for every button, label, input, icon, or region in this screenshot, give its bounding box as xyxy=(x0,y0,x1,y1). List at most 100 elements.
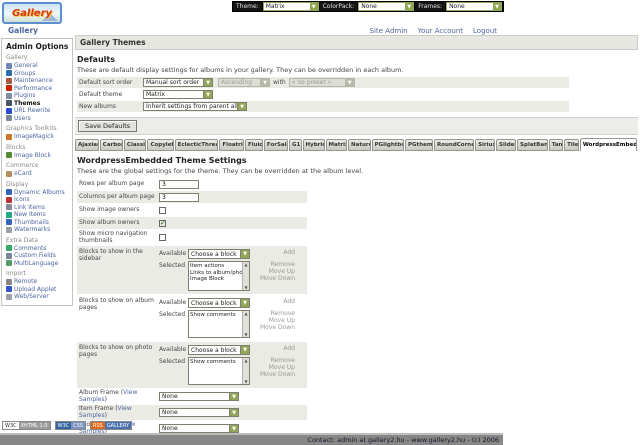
tab-matrix[interactable]: Matrix xyxy=(325,139,348,151)
theme-select[interactable]: Matrix ▼ xyxy=(262,2,319,11)
tab-tan[interactable]: Tan xyxy=(548,139,564,151)
new-albums-select[interactable]: Inherit settings from parent album ▼ xyxy=(143,102,247,111)
tab-wordpressembedded[interactable]: WordpressEmbedded xyxy=(579,138,637,151)
listbox-option[interactable]: Image Block xyxy=(190,276,224,282)
sidebar-item-multilanguage[interactable]: MultiLanguage xyxy=(6,260,70,268)
blocks-photo-available-select[interactable]: Choose a block ▼ xyxy=(188,345,250,355)
listbox-option[interactable]: Item actions xyxy=(190,263,225,269)
sidebar-item-performance[interactable]: Performance xyxy=(6,85,70,93)
tab-tile[interactable]: Tile xyxy=(564,139,579,151)
move-down-link[interactable]: Move Down xyxy=(260,275,295,282)
sidebar-item-users[interactable]: Users xyxy=(6,115,70,123)
tab-eclecticthreads[interactable]: EclecticThreads xyxy=(174,139,219,151)
listbox-scrollbar[interactable]: ▲ ▼ xyxy=(242,358,249,384)
tab-slider[interactable]: Slider xyxy=(495,139,517,151)
sidebar-item-new-items[interactable]: New Items xyxy=(6,211,70,219)
sidebar-item-ecard[interactable]: eCard xyxy=(6,170,70,178)
sidebar-item-custom-fields[interactable]: Custom Fields xyxy=(6,252,70,260)
remove-link[interactable]: Remove xyxy=(270,261,295,268)
blocks-album-available-select[interactable]: Choose a block ▼ xyxy=(188,298,250,308)
sidebar-item-general[interactable]: General xyxy=(6,62,70,70)
css-badge[interactable]: W3C CSS xyxy=(54,421,86,430)
sidebar-item-themes[interactable]: Themes xyxy=(6,100,70,108)
sidebar-item-imagemagick[interactable]: ImageMagick xyxy=(6,133,70,141)
xhtml-badge[interactable]: W3C XHTML 1.0 xyxy=(2,421,51,430)
tab-pglightbox[interactable]: PGlightbox xyxy=(371,139,405,151)
blocks-photo-selected-listbox[interactable]: Show comments ▲ ▼ xyxy=(188,357,250,385)
move-up-link[interactable]: Move Up xyxy=(268,364,295,371)
tab-hybrid[interactable]: Hybrid xyxy=(302,139,325,151)
tab-pgtheme[interactable]: PGtheme xyxy=(405,139,433,151)
listbox-option[interactable]: Show comments xyxy=(190,359,236,365)
tab-nature[interactable]: Nature xyxy=(348,139,371,151)
sidebar-item-groups[interactable]: Groups xyxy=(6,70,70,78)
gallery-logo[interactable]: Gallery xyxy=(2,2,62,24)
listbox-option[interactable]: Links to album/photo peers xyxy=(190,269,242,276)
sidebar-section-label: Commerce xyxy=(6,162,39,169)
default-sort-order-select[interactable]: Manual sort order ▼ xyxy=(143,78,213,87)
listbox-scrollbar[interactable]: ▲ ▼ xyxy=(242,311,249,337)
sidebar-item-url-rewrite[interactable]: URL Rewrite xyxy=(6,107,70,115)
tab-roundcorners[interactable]: RoundCorners xyxy=(433,139,475,151)
scroll-up-icon[interactable]: ▲ xyxy=(244,311,248,316)
rows-per-page-input[interactable] xyxy=(159,179,199,189)
move-down-link[interactable]: Move Down xyxy=(260,371,295,378)
move-down-link[interactable]: Move Down xyxy=(260,324,295,331)
scroll-down-icon[interactable]: ▼ xyxy=(244,285,248,290)
tab-carbon[interactable]: Carbon xyxy=(99,139,123,151)
photo-frame-select[interactable]: None ▼ xyxy=(159,424,239,433)
rss-badge[interactable]: RSS GALLERY xyxy=(89,421,133,430)
tab-floatrix[interactable]: Floatrix xyxy=(219,139,244,151)
sidebar-item-thumbnails[interactable]: Thumbnails xyxy=(6,219,70,227)
tab-forsale[interactable]: ForSale xyxy=(263,139,289,151)
item-frame-select[interactable]: None ▼ xyxy=(159,408,239,417)
logout-link[interactable]: Logout xyxy=(473,27,497,35)
tab-splatbang[interactable]: SplatBang xyxy=(517,139,548,151)
save-defaults-button[interactable]: Save Defaults xyxy=(78,120,138,132)
sidebar-item-dynamic-albums[interactable]: Dynamic Albums xyxy=(6,189,70,197)
scroll-up-icon[interactable]: ▲ xyxy=(244,262,248,267)
tab-ajaxian[interactable]: Ajaxian xyxy=(75,139,99,151)
sidebar-item-comments[interactable]: Comments xyxy=(6,245,70,253)
frames-select[interactable]: None ▼ xyxy=(446,2,503,11)
breadcrumb[interactable]: Gallery xyxy=(8,26,39,35)
site-admin-link[interactable]: Site Admin xyxy=(369,27,408,35)
listbox-scrollbar[interactable]: ▲ ▼ xyxy=(242,262,249,290)
sidebar-item-remote[interactable]: Remote xyxy=(6,278,70,286)
album-frame-select[interactable]: None ▼ xyxy=(159,392,239,401)
sidebar-item-web-server[interactable]: Web/Server xyxy=(6,293,70,301)
columns-per-page-input[interactable] xyxy=(159,192,199,202)
remove-link[interactable]: Remove xyxy=(270,357,295,364)
blocks-album-selected-listbox[interactable]: Show comments ▲ ▼ xyxy=(188,310,250,338)
scroll-down-icon[interactable]: ▼ xyxy=(244,332,248,337)
show-micro-nav-checkbox[interactable] xyxy=(159,234,166,241)
sidebar-item-image-block[interactable]: Image Block xyxy=(6,152,70,160)
add-link[interactable]: Add xyxy=(283,249,295,256)
show-image-owners-checkbox[interactable] xyxy=(159,206,166,214)
sidebar-item-upload-applet[interactable]: Upload Applet xyxy=(6,286,70,294)
default-theme-select[interactable]: Matrix ▼ xyxy=(143,90,213,99)
blocks-sidebar-available-select[interactable]: Choose a block ▼ xyxy=(188,249,250,259)
colorpack-select[interactable]: None ▼ xyxy=(358,2,415,11)
sidebar-item-plugins[interactable]: Plugins xyxy=(6,92,70,100)
tab-classic[interactable]: Classic xyxy=(123,139,147,151)
scroll-down-icon[interactable]: ▼ xyxy=(244,379,248,384)
tab-fluid[interactable]: Fluid xyxy=(244,139,263,151)
add-link[interactable]: Add xyxy=(283,298,295,305)
sidebar-item-watermarks[interactable]: Watermarks xyxy=(6,226,70,234)
show-album-owners-checkbox[interactable] xyxy=(159,219,166,227)
remove-link[interactable]: Remove xyxy=(270,310,295,317)
scroll-up-icon[interactable]: ▲ xyxy=(244,358,248,363)
move-up-link[interactable]: Move Up xyxy=(268,268,295,275)
sidebar-item-maintenance[interactable]: Maintenance xyxy=(6,77,70,85)
tab-siriux[interactable]: Siriux xyxy=(475,139,495,151)
listbox-option[interactable]: Show comments xyxy=(190,312,236,318)
sidebar-item-link-items[interactable]: Link Items xyxy=(6,204,70,212)
sidebar-item-icons[interactable]: Icons xyxy=(6,196,70,204)
add-link[interactable]: Add xyxy=(283,345,295,352)
move-up-link[interactable]: Move Up xyxy=(268,317,295,324)
your-account-link[interactable]: Your Account xyxy=(417,27,464,35)
tab-copyleft[interactable]: Copyleft xyxy=(147,139,174,151)
tab-g1[interactable]: G1 xyxy=(289,139,302,151)
